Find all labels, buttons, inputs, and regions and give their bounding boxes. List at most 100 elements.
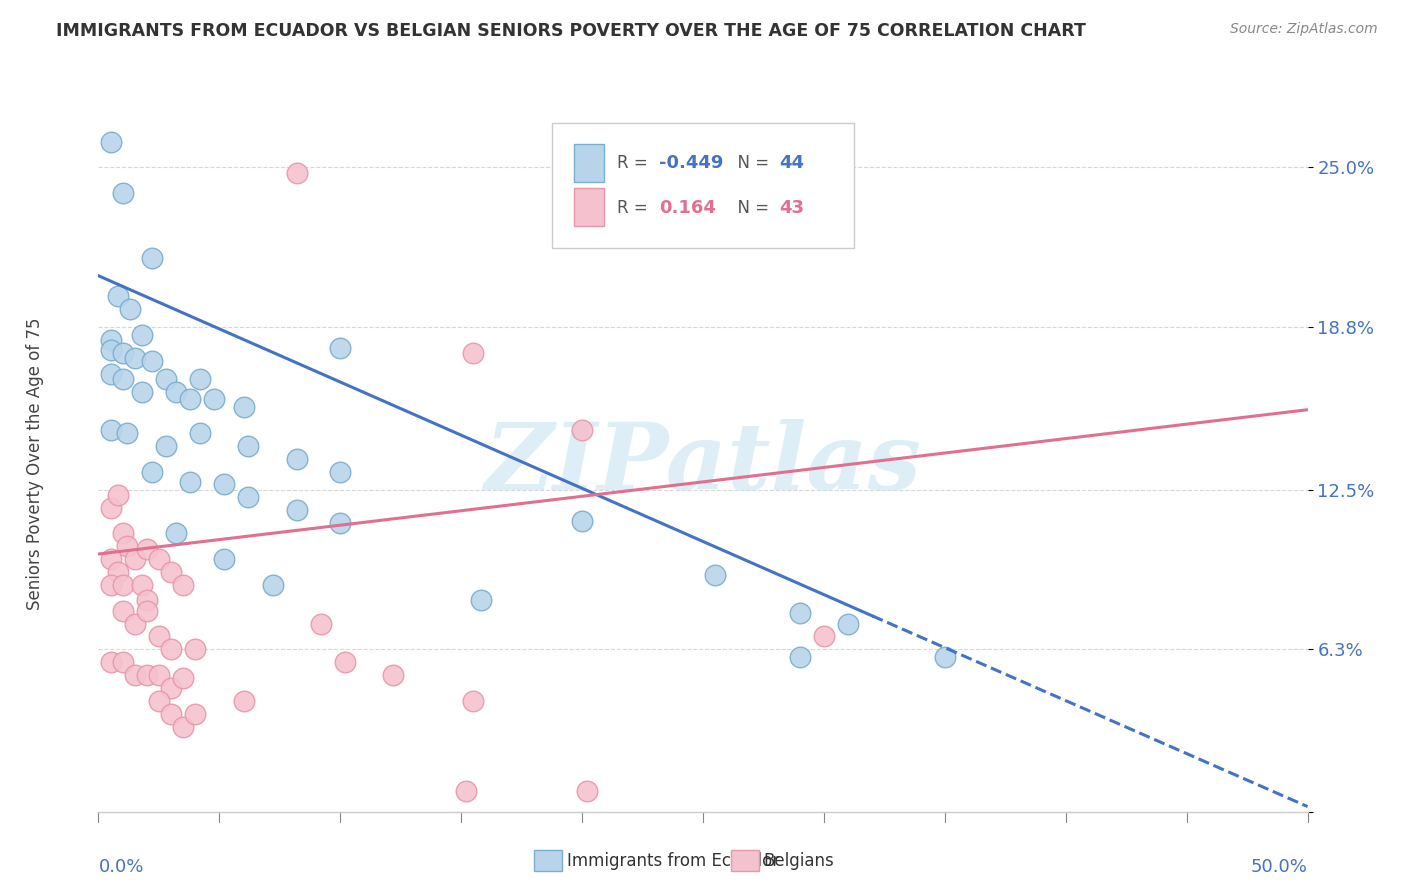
Point	[184, 706, 207, 721]
Point	[309, 616, 332, 631]
Point	[212, 552, 235, 566]
Point	[575, 784, 598, 798]
Text: R =: R =	[617, 199, 654, 217]
Text: Belgians: Belgians	[763, 852, 834, 870]
Point	[141, 465, 163, 479]
Point	[212, 477, 235, 491]
Point	[111, 578, 134, 592]
Point	[329, 516, 352, 530]
Point	[179, 392, 201, 407]
Point	[135, 541, 157, 556]
Point	[148, 668, 170, 682]
Point	[789, 607, 811, 621]
Point	[160, 706, 183, 721]
Point	[238, 439, 260, 453]
Point	[571, 514, 593, 528]
Point	[571, 423, 593, 437]
Point	[232, 694, 254, 708]
Point	[204, 392, 226, 407]
Point	[172, 578, 194, 592]
Point	[111, 346, 134, 360]
Point	[107, 289, 129, 303]
Point	[135, 668, 157, 682]
Text: 50.0%: 50.0%	[1251, 858, 1308, 876]
Point	[107, 565, 129, 579]
Point	[813, 630, 835, 644]
Point	[148, 694, 170, 708]
Point	[155, 439, 177, 453]
Point	[111, 186, 134, 201]
Point	[837, 616, 859, 631]
Text: R =: R =	[617, 153, 654, 171]
Point	[148, 552, 170, 566]
Point	[100, 552, 122, 566]
Point	[124, 668, 146, 682]
Bar	[574, 144, 603, 182]
Bar	[574, 187, 603, 226]
Point	[179, 475, 201, 489]
Point	[704, 567, 727, 582]
Point	[111, 526, 134, 541]
Point	[124, 616, 146, 631]
Point	[148, 630, 170, 644]
Point	[100, 423, 122, 437]
Point	[124, 351, 146, 366]
Point	[789, 650, 811, 665]
FancyBboxPatch shape	[551, 123, 855, 248]
Text: Source: ZipAtlas.com: Source: ZipAtlas.com	[1230, 22, 1378, 37]
Point	[262, 578, 284, 592]
Point	[238, 491, 260, 505]
Point	[135, 604, 157, 618]
Point	[111, 655, 134, 669]
Point	[172, 720, 194, 734]
Text: ZIPatlas: ZIPatlas	[485, 419, 921, 508]
Point	[100, 135, 122, 149]
Point	[118, 302, 141, 317]
Point	[165, 526, 187, 541]
Point	[463, 694, 485, 708]
Text: IMMIGRANTS FROM ECUADOR VS BELGIAN SENIORS POVERTY OVER THE AGE OF 75 CORRELATIO: IMMIGRANTS FROM ECUADOR VS BELGIAN SENIO…	[56, 22, 1085, 40]
Point	[131, 328, 153, 343]
Point	[117, 425, 139, 440]
Text: N =: N =	[727, 153, 775, 171]
Point	[333, 655, 356, 669]
Point	[124, 552, 146, 566]
Point	[934, 650, 956, 665]
Text: 0.0%: 0.0%	[98, 858, 143, 876]
Point	[454, 784, 477, 798]
Point	[155, 372, 177, 386]
Point	[100, 500, 122, 515]
Point	[463, 346, 485, 360]
Point	[188, 425, 211, 440]
Point	[111, 604, 134, 618]
Point	[141, 251, 163, 265]
Text: Seniors Poverty Over the Age of 75: Seniors Poverty Over the Age of 75	[27, 318, 44, 610]
Point	[100, 343, 122, 358]
Point	[188, 372, 211, 386]
Point	[131, 384, 153, 399]
Point	[100, 333, 122, 347]
Point	[285, 451, 308, 466]
Point	[135, 593, 157, 607]
Text: 43: 43	[779, 199, 804, 217]
Point	[111, 372, 134, 386]
Point	[285, 503, 308, 517]
Point	[100, 655, 122, 669]
Point	[329, 341, 352, 355]
Text: 0.164: 0.164	[659, 199, 716, 217]
Point	[160, 565, 183, 579]
Point	[184, 642, 207, 657]
Point	[470, 593, 492, 607]
Point	[172, 671, 194, 685]
Point	[382, 668, 405, 682]
Point	[285, 166, 308, 180]
Point	[117, 539, 139, 553]
Text: -0.449: -0.449	[659, 153, 724, 171]
Text: 44: 44	[779, 153, 804, 171]
Point	[160, 681, 183, 695]
Point	[232, 400, 254, 414]
Point	[107, 488, 129, 502]
Point	[100, 578, 122, 592]
Point	[100, 367, 122, 381]
Text: Immigrants from Ecuador: Immigrants from Ecuador	[567, 852, 779, 870]
